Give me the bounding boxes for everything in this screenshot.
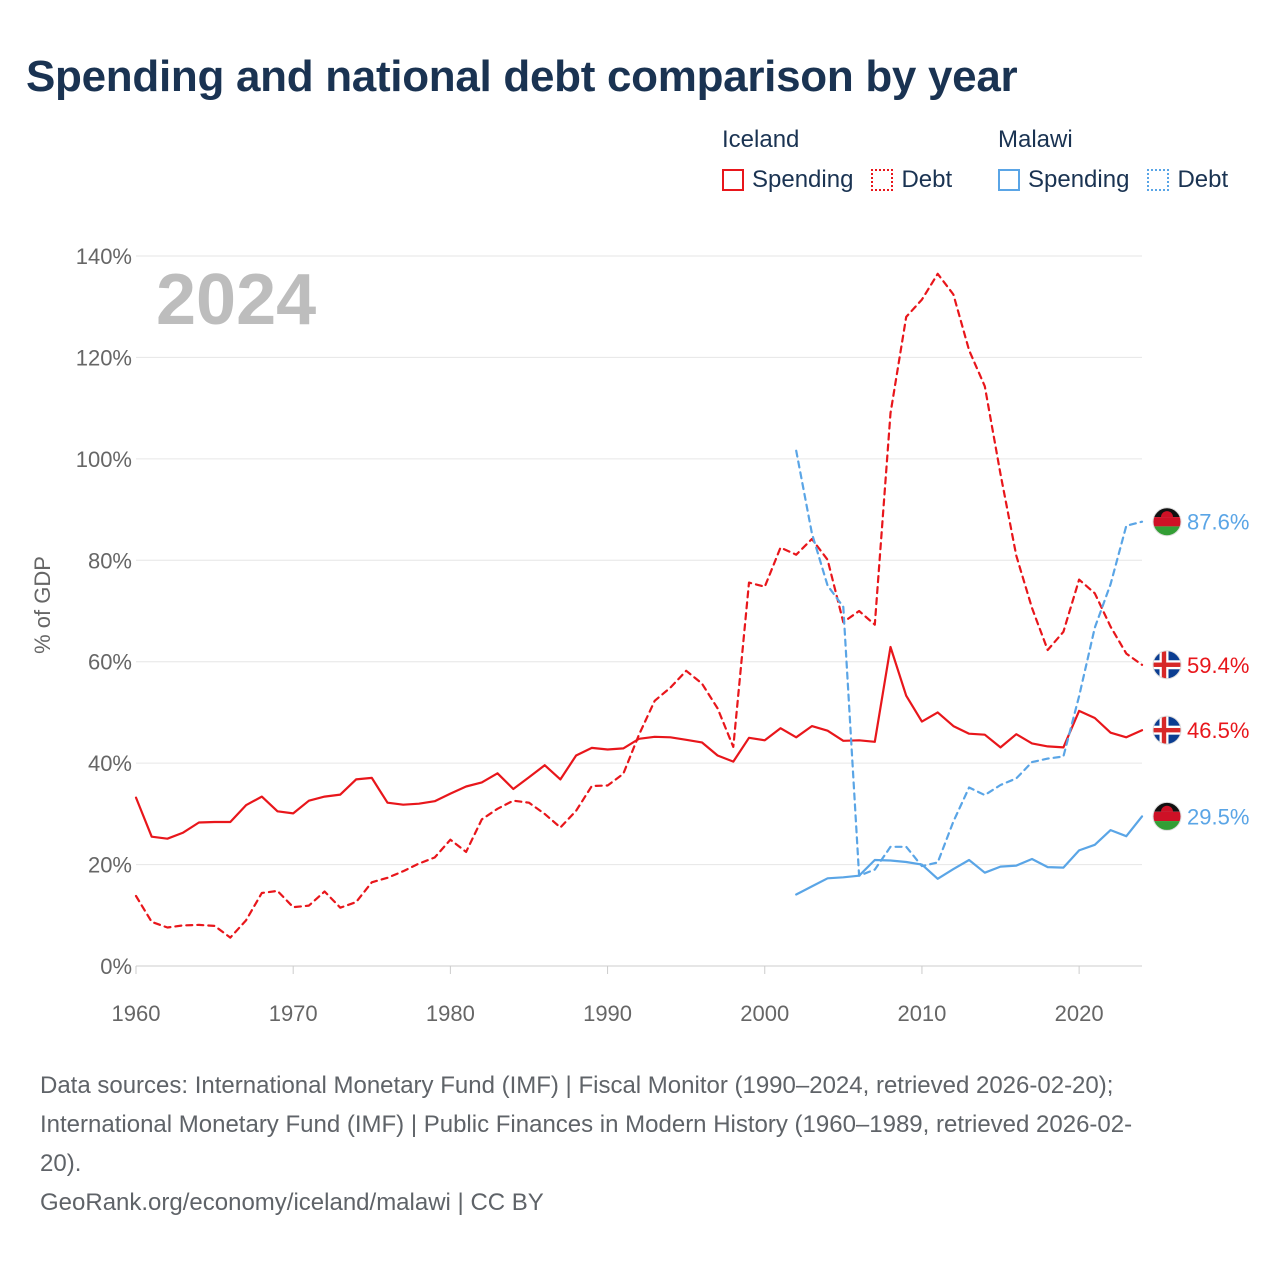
flag-band-red [1153,517,1181,527]
x-tick-label: 1970 [269,1001,318,1026]
y-tick-label: 120% [76,345,132,370]
iceland-flag-icon [1152,715,1182,745]
flag-outline [1152,801,1182,831]
flag-cross-red [1161,716,1167,745]
line-chart: 0% 20% 40% 60% 80% 100% 120% 140% 1960 1970 1980 19… [30,244,1249,1026]
flag-cross-red [1161,650,1167,679]
data-sources: Data sources: International Monetary Fun… [40,1066,1240,1222]
legend-item-iceland-spending[interactable]: Spending [722,166,853,194]
x-tick-label: 2010 [897,1001,946,1026]
legend-label: Spending [752,166,854,193]
flag-body [1153,716,1181,745]
iceland-flag-icon [1152,650,1182,680]
legend-country-iceland: Iceland [722,126,800,153]
legend-item-malawi-spending[interactable]: Spending [998,166,1129,194]
flag-band-green [1153,821,1181,831]
flag-body [1153,802,1181,831]
flag-outline [1152,507,1182,537]
flag-body [1153,650,1181,679]
solid-swatch-icon [998,169,1020,191]
legend-item-malawi-debt[interactable]: Debt [1147,166,1228,194]
legend-label: Debt [1177,166,1229,193]
chart-title: Spending and national debt comparison by… [26,52,1018,101]
flag-cross-red [1153,727,1181,733]
flag-sun [1161,805,1173,812]
y-tick-label: 60% [88,650,132,675]
dotted-swatch-icon [1147,169,1170,191]
flag-outline [1152,715,1182,745]
legend-malawi: Malawi Spending Debt [998,124,1228,194]
legend-item-iceland-debt[interactable]: Debt [871,166,952,194]
x-tick-label: 1960 [112,1001,161,1026]
flag-band-red [1153,811,1181,822]
legend-label: Spending [1028,166,1130,193]
y-tick-label: 140% [76,244,132,269]
end-value-label: 87.6% [1187,510,1249,535]
flag-body [1153,507,1181,536]
malawi-flag-icon [1152,801,1182,831]
legend-country-malawi: Malawi [998,126,1073,153]
series-line-iceland-debt [134,272,1144,939]
sources-line: International Monetary Fund (IMF) | Publ… [40,1111,1133,1138]
x-tick-label: 2020 [1055,1001,1104,1026]
series-line-malawi-debt [795,449,1144,877]
y-tick-label: 0% [100,954,132,979]
year-watermark: 2024 [156,260,316,340]
malawi-flag-icon [1152,507,1182,537]
y-axis-label: % of GDP [30,556,55,654]
flag-sun [1161,511,1173,518]
series-line-iceland-spending [134,645,1144,840]
x-tick-label: 2000 [740,1001,789,1026]
y-tick-label: 20% [88,853,132,878]
attribution-link[interactable]: GeoRank.org/economy/iceland/malawi | CC … [40,1189,544,1216]
legend-iceland: Iceland Spending Debt [722,124,952,194]
y-tick-label: 100% [76,447,132,472]
end-value-label: 29.5% [1187,804,1249,829]
x-tick-label: 1990 [583,1001,632,1026]
solid-swatch-icon [722,169,744,191]
end-value-label: 46.5% [1187,718,1249,743]
dotted-swatch-icon [871,169,894,191]
flag-outline [1152,650,1182,680]
flag-cross-red [1153,662,1181,667]
end-value-label: 59.4% [1187,653,1249,678]
series-line-malawi-spending [795,815,1144,896]
x-tick-label: 1980 [426,1001,475,1026]
y-tick-label: 80% [88,548,132,573]
legend-label: Debt [901,166,953,193]
sources-line: 20). [40,1150,82,1177]
sources-line: Data sources: International Monetary Fun… [40,1072,1114,1099]
y-tick-label: 40% [88,751,132,776]
flag-band-green [1153,526,1181,536]
